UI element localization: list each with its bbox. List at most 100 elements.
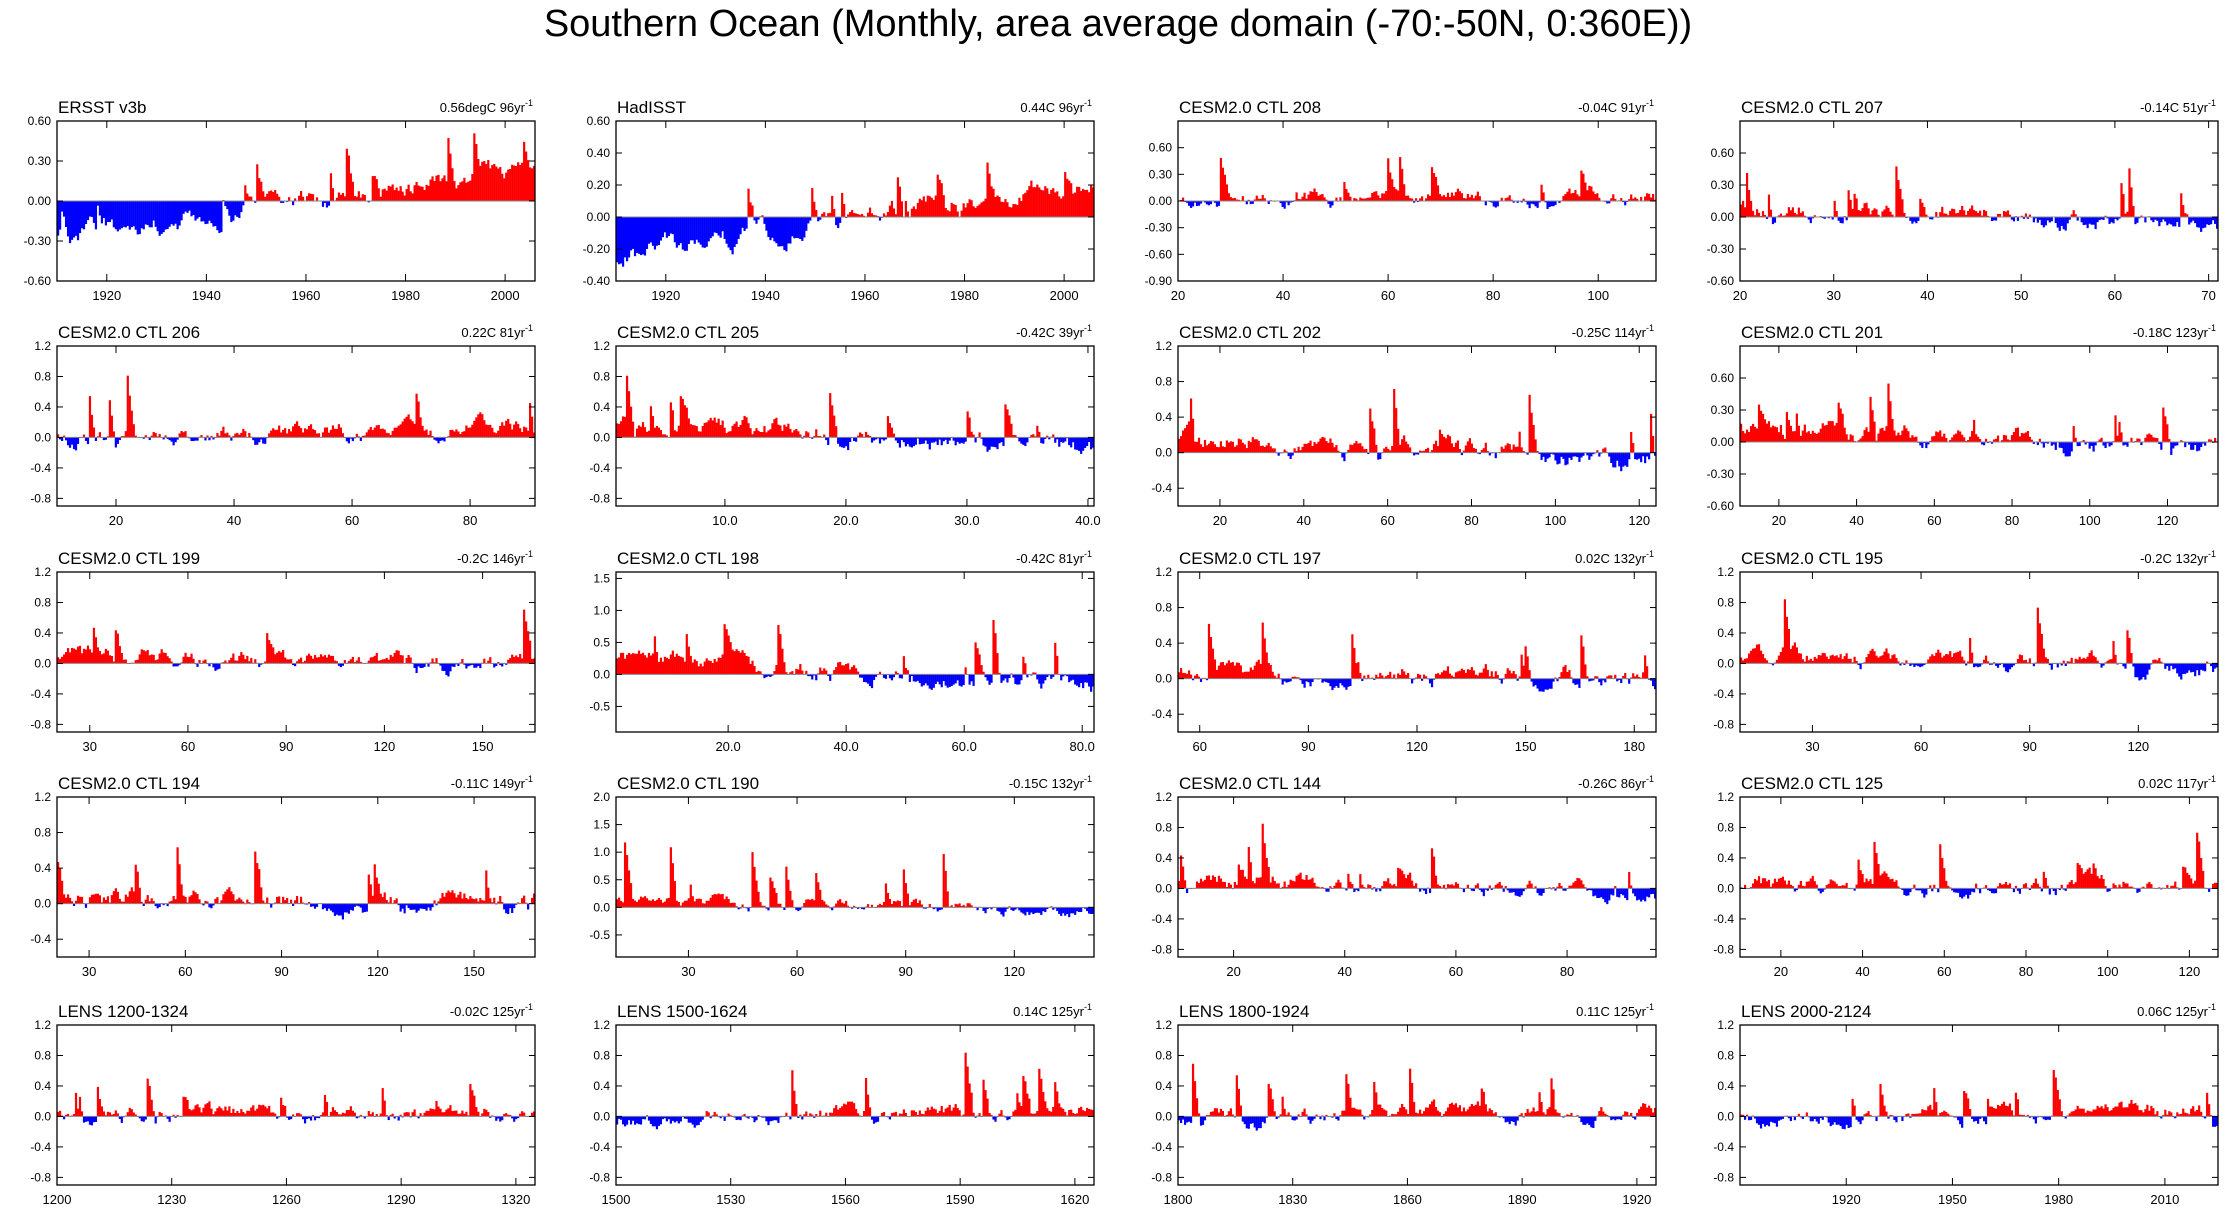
bar-series xyxy=(1178,388,1657,472)
bar-positive xyxy=(1399,444,1402,453)
bar-positive xyxy=(407,414,410,438)
y-tick-label: 0.4 xyxy=(34,1079,51,1093)
bar-series xyxy=(57,847,536,920)
bar-positive xyxy=(1012,1111,1015,1117)
bar-positive xyxy=(970,431,973,438)
bar-positive xyxy=(1391,885,1394,889)
bar-positive xyxy=(198,899,201,904)
bar-positive xyxy=(393,652,396,664)
bar-negative xyxy=(2006,663,2010,673)
bar-positive xyxy=(333,428,337,438)
bar-negative xyxy=(86,437,90,445)
bar-positive xyxy=(86,645,90,664)
bar-positive xyxy=(1799,880,1802,889)
bar-positive xyxy=(1767,194,1771,217)
bar-positive xyxy=(1223,447,1227,453)
bar-negative xyxy=(629,217,633,251)
bar-negative xyxy=(1281,678,1284,685)
bar-positive xyxy=(1831,421,1834,442)
bar-positive xyxy=(1879,875,1882,889)
bar-positive xyxy=(1245,448,1248,453)
bar-negative xyxy=(699,1116,702,1122)
bar-negative xyxy=(1072,437,1075,443)
bar-negative xyxy=(2188,442,2191,445)
bar-positive xyxy=(2124,213,2127,217)
bar-positive xyxy=(1496,674,1499,679)
bar-negative xyxy=(2206,217,2209,225)
bar-positive xyxy=(892,901,896,908)
bar-negative xyxy=(1654,888,1657,899)
bar-positive xyxy=(1436,446,1440,453)
bar-positive xyxy=(2014,428,2018,442)
bar-negative xyxy=(1903,663,1906,665)
bar-negative xyxy=(1909,217,1912,221)
bar-negative xyxy=(2136,217,2139,223)
y-tick-label: -0.4 xyxy=(30,1140,51,1154)
bar-positive xyxy=(888,423,892,438)
bar-positive xyxy=(994,633,997,675)
bar-negative xyxy=(952,674,955,685)
bar-positive xyxy=(274,429,277,438)
bar-positive xyxy=(747,188,750,217)
bar-positive xyxy=(932,199,935,217)
bar-positive xyxy=(395,650,398,664)
bar-positive xyxy=(1207,623,1211,679)
bar-positive xyxy=(902,1109,905,1117)
bar-negative xyxy=(1516,678,1519,681)
bar-positive xyxy=(2002,211,2006,217)
bar-negative xyxy=(1500,678,1503,684)
bar-negative xyxy=(1990,217,1994,221)
bar-positive xyxy=(1773,426,1777,442)
bar-positive xyxy=(224,433,227,438)
bar-positive xyxy=(813,201,816,217)
bar-negative xyxy=(1040,437,1043,444)
bar-positive xyxy=(1807,431,1810,442)
bar-positive xyxy=(505,420,508,438)
bar-negative xyxy=(1183,201,1187,203)
bar-positive xyxy=(1871,648,1874,664)
bar-negative xyxy=(621,217,625,267)
trend-unit-superscript: -1 xyxy=(1084,98,1092,108)
bar-positive xyxy=(341,193,345,201)
bar-negative xyxy=(2162,217,2165,220)
bar-negative xyxy=(172,437,175,446)
bar-positive xyxy=(1799,212,1802,217)
bar-positive xyxy=(170,900,173,904)
bar-positive xyxy=(411,193,414,201)
bar-positive xyxy=(1285,887,1288,889)
bar-negative xyxy=(894,437,898,441)
bar-positive xyxy=(262,1104,265,1117)
bar-positive xyxy=(473,420,476,438)
bar-positive xyxy=(984,198,987,217)
bar-positive xyxy=(2010,435,2014,442)
bar-negative xyxy=(148,437,151,441)
bar-negative xyxy=(1590,452,1593,457)
bar-positive xyxy=(854,213,858,217)
bar-positive xyxy=(138,654,141,664)
bar-positive xyxy=(1411,198,1414,201)
bar-negative xyxy=(208,201,211,221)
bar-negative xyxy=(62,201,66,217)
bar-negative xyxy=(1644,452,1647,464)
bar-positive xyxy=(234,660,237,664)
bar-positive xyxy=(835,667,838,675)
bar-positive xyxy=(2198,841,2201,889)
bar-positive xyxy=(1957,651,1960,664)
trend-value: 0.02C 117yr xyxy=(2138,776,2209,791)
bar-positive xyxy=(1197,676,1201,679)
bar-negative xyxy=(1853,888,1856,891)
bar-negative xyxy=(499,1116,502,1122)
bar-negative xyxy=(453,663,456,667)
bar-positive xyxy=(1751,423,1755,442)
bar-negative xyxy=(495,663,498,666)
bar-positive xyxy=(944,870,947,908)
bar-positive xyxy=(685,900,688,908)
bar-positive xyxy=(311,194,315,201)
bar-positive xyxy=(2044,877,2047,889)
bar-negative xyxy=(908,437,911,447)
bar-positive xyxy=(797,431,800,438)
bar-negative xyxy=(208,663,211,667)
bar-negative xyxy=(158,201,161,236)
bar-positive xyxy=(1415,677,1418,679)
trend-value: 0.02C 132yr xyxy=(1575,551,1646,566)
